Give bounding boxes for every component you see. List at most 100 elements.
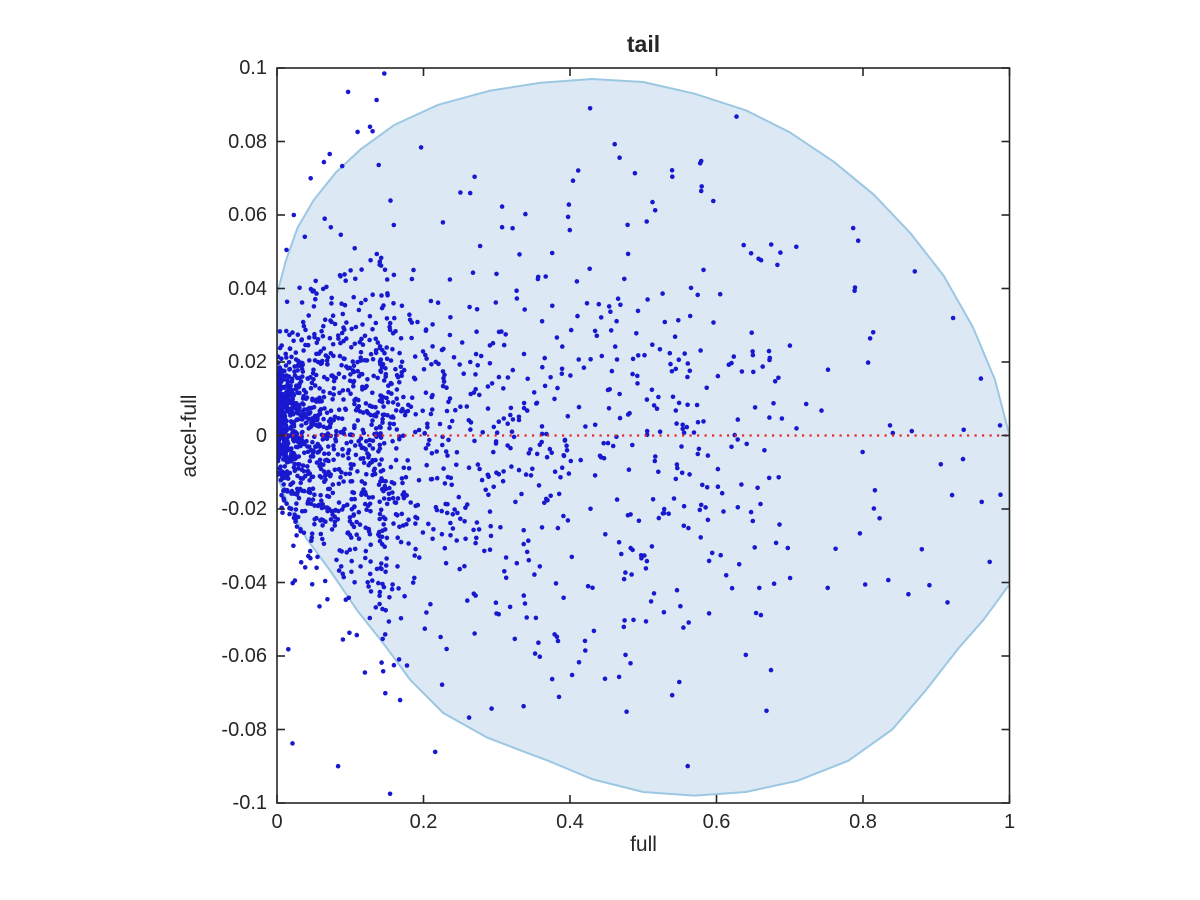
data-point — [401, 465, 407, 471]
y-tick-label: 0 — [255, 424, 267, 447]
data-point — [632, 170, 638, 176]
data-point — [644, 558, 650, 564]
data-point — [472, 438, 477, 444]
data-point — [321, 541, 327, 547]
data-point — [377, 262, 383, 268]
data-point — [440, 220, 446, 225]
data-point — [526, 538, 531, 543]
data-point — [695, 419, 701, 425]
data-point — [311, 404, 317, 410]
data-point — [539, 319, 545, 324]
data-point — [444, 510, 450, 516]
data-point — [370, 438, 376, 444]
data-point — [631, 617, 636, 623]
data-point — [364, 507, 369, 512]
data-point — [352, 425, 357, 431]
data-point — [308, 176, 314, 181]
data-point — [516, 417, 522, 423]
data-point — [523, 472, 529, 477]
data-point — [377, 589, 383, 595]
data-point — [339, 362, 344, 368]
data-point — [362, 333, 368, 339]
data-point — [326, 451, 332, 457]
data-point — [373, 348, 379, 353]
data-point — [669, 168, 675, 173]
data-point — [685, 374, 690, 380]
data-point — [307, 486, 312, 492]
data-point — [347, 471, 353, 477]
data-point — [322, 406, 327, 411]
data-point — [293, 405, 298, 411]
data-point — [462, 563, 467, 569]
data-point — [336, 481, 342, 487]
data-point — [370, 292, 376, 298]
data-point — [767, 355, 773, 361]
data-point — [493, 439, 499, 444]
data-point — [441, 466, 446, 471]
data-point — [479, 477, 485, 483]
data-point — [384, 535, 390, 541]
data-point — [308, 286, 314, 292]
data-point — [283, 457, 289, 463]
data-point — [289, 420, 295, 426]
data-point — [697, 507, 703, 513]
data-point — [398, 364, 404, 370]
data-point — [685, 763, 690, 769]
data-point — [603, 532, 608, 537]
data-point — [695, 451, 701, 457]
data-point — [552, 469, 558, 475]
data-point — [286, 647, 291, 652]
data-point — [319, 498, 324, 504]
data-point — [423, 327, 429, 332]
data-point — [466, 715, 472, 720]
data-point — [521, 351, 527, 357]
data-point — [293, 350, 299, 355]
data-point — [377, 499, 383, 505]
data-point — [295, 375, 300, 381]
data-point — [398, 616, 404, 621]
data-point — [289, 451, 294, 456]
data-point — [749, 330, 754, 336]
data-point — [435, 300, 441, 306]
data-point — [643, 566, 649, 571]
data-point — [318, 531, 324, 537]
data-point — [886, 577, 891, 583]
data-point — [717, 291, 723, 297]
data-point — [425, 442, 431, 447]
data-point — [370, 390, 375, 396]
data-point — [760, 364, 765, 369]
data-point — [277, 421, 281, 426]
data-point — [698, 502, 704, 508]
data-point — [294, 436, 299, 441]
data-point — [368, 351, 374, 357]
data-point — [590, 585, 595, 591]
data-point — [777, 522, 782, 527]
data-point — [294, 492, 300, 497]
data-point — [302, 234, 308, 240]
data-point — [344, 364, 349, 369]
data-point — [334, 557, 339, 563]
data-point — [473, 386, 479, 392]
data-point — [365, 377, 370, 382]
data-point — [368, 508, 373, 514]
data-point — [379, 293, 384, 298]
data-point — [367, 571, 373, 577]
data-point — [547, 446, 553, 452]
data-point — [281, 482, 287, 487]
data-point — [351, 294, 357, 300]
data-point — [588, 357, 593, 362]
data-point — [282, 464, 288, 469]
data-point — [390, 331, 396, 336]
data-point — [735, 505, 741, 510]
data-point — [682, 351, 687, 356]
data-point — [433, 504, 439, 510]
data-point — [344, 550, 350, 555]
data-point — [559, 371, 565, 377]
data-point — [776, 475, 781, 480]
data-point — [298, 560, 304, 565]
data-point — [314, 515, 319, 521]
data-point — [422, 626, 428, 631]
data-point — [329, 295, 335, 301]
data-point — [530, 466, 535, 472]
data-point — [592, 422, 598, 428]
